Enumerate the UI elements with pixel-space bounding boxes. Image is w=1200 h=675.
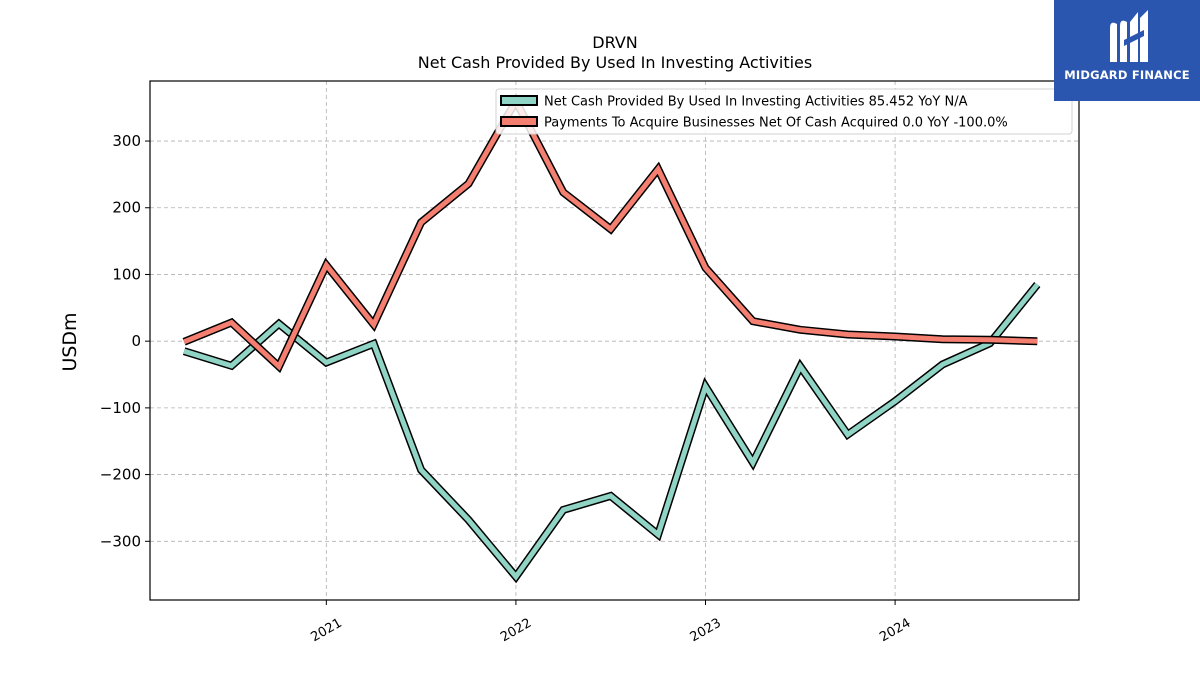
legend-label-1: Payments To Acquire Businesses Net Of Ca… [544, 116, 1008, 131]
x-tick-label: 2024 [877, 616, 913, 646]
series-1-line [183, 95, 1038, 371]
y-tick-label: −200 [100, 466, 141, 484]
midgard-m-icon [1110, 10, 1148, 63]
y-tick-label: −100 [100, 399, 141, 417]
legend-swatch-1 [500, 116, 538, 127]
y-tick-label: 0 [131, 332, 141, 350]
x-tick-label: 2022 [498, 616, 534, 646]
chart-subtitle: Net Cash Provided By Used In Investing A… [418, 53, 812, 72]
x-tick-label: 2023 [688, 616, 724, 646]
legend: Net Cash Provided By Used In Investing A… [495, 88, 1073, 135]
series-lines [182, 92, 1041, 584]
legend-label-0: Net Cash Provided By Used In Investing A… [544, 95, 968, 110]
legend-swatch-0 [500, 95, 538, 106]
series-0-outline [182, 281, 1041, 584]
x-tick-label: 2021 [308, 616, 344, 646]
legend-box [495, 88, 1073, 135]
y-tick-label: 100 [112, 265, 141, 283]
plot-frame [149, 80, 1080, 601]
midgard-finance-logo: MIDGARD FINANCE [1054, 0, 1200, 101]
y-tick-label: −300 [100, 532, 141, 550]
chart-title: DRVN [592, 33, 637, 52]
series-0-line [183, 282, 1040, 581]
y-axis-label: USDm [59, 312, 81, 371]
y-tick-label: 200 [112, 199, 141, 217]
logo-text: MIDGARD FINANCE [1064, 68, 1190, 82]
y-tick-label: 300 [112, 132, 141, 150]
